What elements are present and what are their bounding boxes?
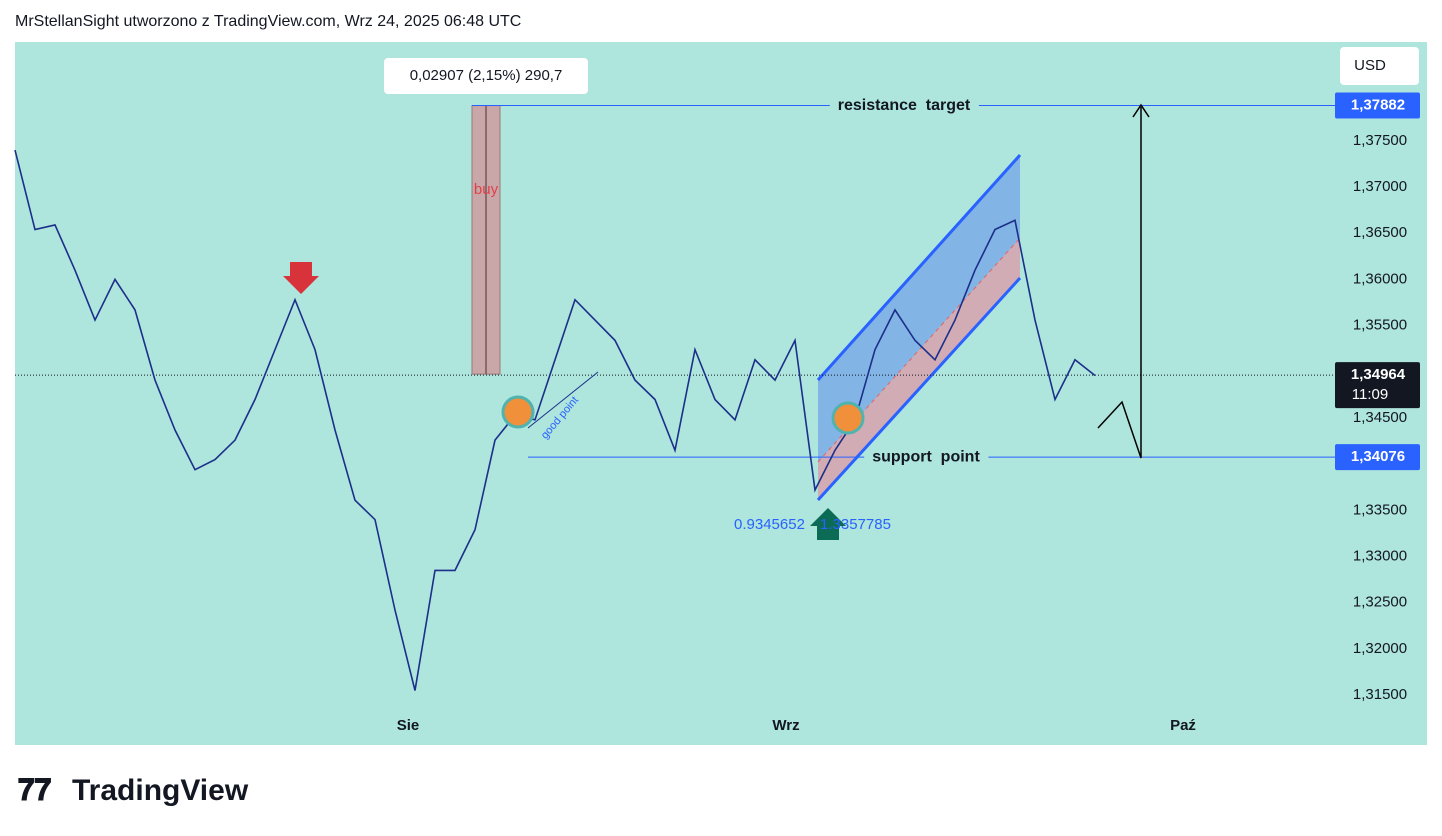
- label-bg: [829, 102, 979, 109]
- levels: buy 0,02907 (2,15%) 290,7 resistance targe…: [15, 58, 1335, 465]
- y-tick-label: 1,36000: [1353, 270, 1407, 287]
- down-arrow: [283, 262, 319, 294]
- projection: [1097, 107, 1142, 459]
- support-text: support point: [872, 448, 980, 465]
- measure-text: buy: [474, 181, 499, 198]
- y-tick-label: 1,37500: [1353, 132, 1407, 149]
- last-tag: [1335, 362, 1420, 409]
- y-tick-label: 1,34500: [1353, 409, 1407, 426]
- axis: 1,31500 1,32000 1,32500 1,33000 1,33500 1,340…: [397, 92, 1420, 734]
- label-bg: [864, 454, 989, 461]
- up-arrow: [810, 508, 846, 540]
- brand: TradingView: [72, 774, 249, 807]
- currency[interactable]: USD: [1354, 57, 1386, 74]
- y-tick-label: 1,32500: [1353, 594, 1407, 611]
- annotation: 0.9345652: [734, 516, 805, 533]
- marker: [831, 401, 865, 435]
- countdown: 11:09: [1352, 386, 1388, 403]
- projection-head: [1132, 103, 1150, 118]
- annotation: 1.3357785: [820, 516, 891, 533]
- measure-label: 0,02907 (2,15%) 290,7: [410, 67, 563, 84]
- y-tick-label: 1,35500: [1353, 317, 1407, 334]
- support-tag-label: 1,34076: [1351, 448, 1405, 465]
- y-tick-label: 1,32000: [1353, 640, 1407, 657]
- last-tag-label: 1,34964: [1351, 366, 1406, 383]
- resistance-text: resistance target: [838, 97, 971, 114]
- y-tick-label: 1,31500: [1353, 686, 1407, 703]
- y-tick-label: 1,33000: [1353, 548, 1407, 565]
- channel-lower: [818, 238, 1020, 500]
- logo-mark: 𝟕𝟕: [18, 774, 52, 807]
- x-tick-label: Paź: [1170, 717, 1196, 734]
- resistance-tag-label: 1,37882: [1351, 97, 1405, 114]
- good-point-line: [527, 371, 599, 429]
- x-tick-label: Wrz: [772, 717, 799, 734]
- marker: [501, 395, 535, 429]
- plot-area: [15, 42, 1427, 745]
- x-tick-label: Sie: [397, 717, 420, 734]
- price-line: [14, 149, 1096, 691]
- channel-bottom: [816, 276, 1022, 502]
- y-tick-label: 1,36500: [1353, 224, 1407, 241]
- measure-label-box: [384, 58, 588, 94]
- price: [14, 149, 1096, 691]
- resistance-tag: [1335, 92, 1420, 119]
- y-tick-label: 1,37000: [1353, 178, 1407, 195]
- y-tick-label: 1,33500: [1353, 501, 1407, 518]
- channel-top: [816, 153, 1022, 382]
- header: MrStellanSight utworzono z TradingView.c…: [15, 13, 521, 30]
- currency-box[interactable]: [1340, 47, 1419, 85]
- support-tag: [1335, 444, 1420, 471]
